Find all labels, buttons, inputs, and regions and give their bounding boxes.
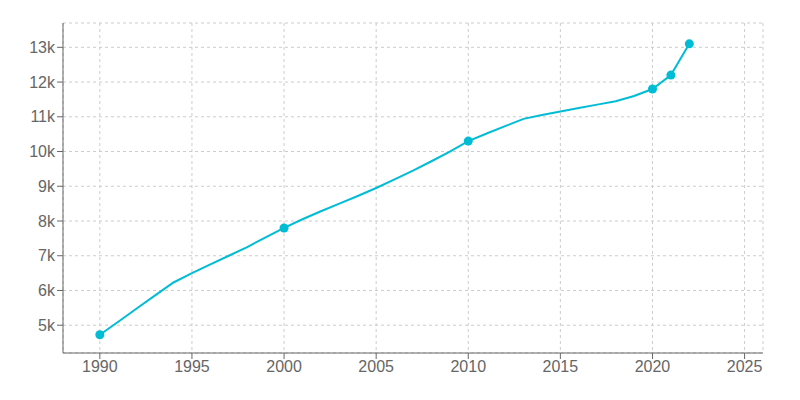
svg-text:12k: 12k — [29, 74, 56, 91]
svg-text:10k: 10k — [29, 143, 56, 160]
svg-text:2015: 2015 — [543, 358, 579, 375]
svg-text:2010: 2010 — [450, 358, 486, 375]
svg-text:1990: 1990 — [82, 358, 118, 375]
svg-text:2000: 2000 — [266, 358, 302, 375]
svg-text:11k: 11k — [30, 108, 56, 125]
svg-text:2020: 2020 — [635, 358, 671, 375]
svg-text:7k: 7k — [38, 247, 56, 264]
svg-text:13k: 13k — [29, 39, 56, 56]
svg-text:1995: 1995 — [174, 358, 210, 375]
svg-text:8k: 8k — [38, 213, 56, 230]
svg-text:2025: 2025 — [727, 358, 763, 375]
svg-text:9k: 9k — [38, 178, 56, 195]
svg-text:5k: 5k — [38, 317, 56, 334]
svg-text:6k: 6k — [38, 282, 56, 299]
svg-text:2005: 2005 — [358, 358, 394, 375]
